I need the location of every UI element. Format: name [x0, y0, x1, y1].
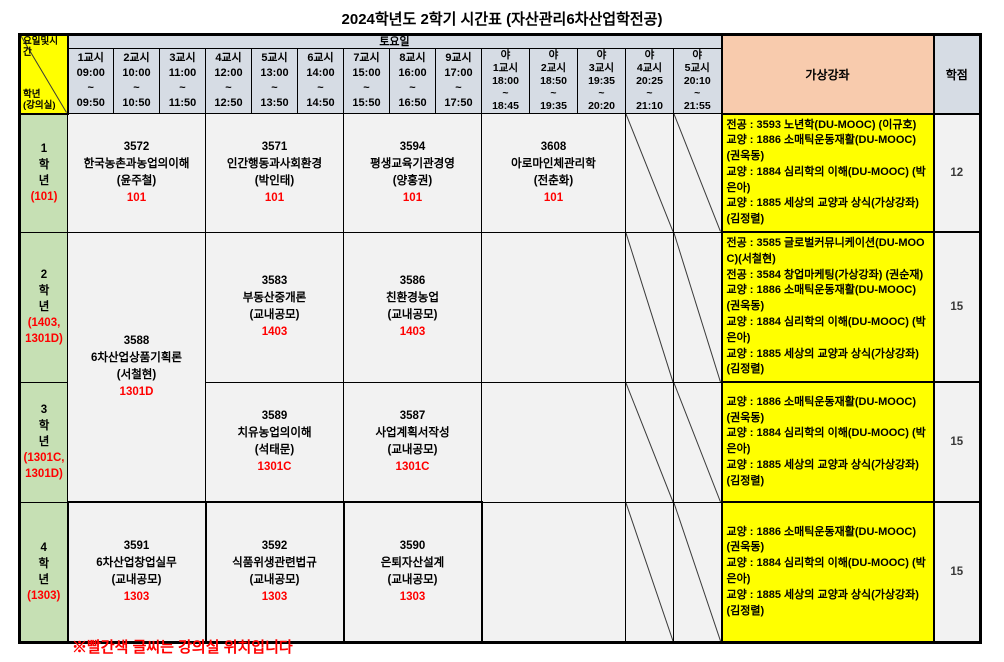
course-cell-3588: 3588 6차산업상품기획론 (서철현) 1301D — [67, 231, 206, 503]
corner-diagonal-line — [21, 36, 67, 113]
virtual-courses-cell-4: 교양 : 1886 소매틱운동재활(DU-MOOC) (권욱동) 교양 : 18… — [720, 501, 935, 644]
diagonal-cell — [625, 381, 674, 503]
corner-label-day-time: 요일및시간 — [23, 36, 58, 58]
day-period-header-2: 2교시 10:00 ~10:50 — [113, 48, 160, 114]
diagonal-line — [626, 233, 673, 382]
day-period-header-8: 8교시 16:00 ~16:50 — [389, 48, 436, 114]
day-period-header-3: 3교시 11:00 ~11:50 — [159, 48, 206, 114]
day-period-header-4: 4교시 12:00 ~12:50 — [205, 48, 252, 114]
virtual-courses-cell-3: 교양 : 1886 소매틱운동재활(DU-MOOC) (권욱동) 교양 : 18… — [720, 381, 935, 504]
course-cell-3589: 3589 치유농업의이해 (석태문) 1301C — [205, 381, 344, 503]
diagonal-line — [674, 383, 721, 502]
virtual-courses-cell-1: 전공 : 3593 노년학(DU-MOOC) (이규호) 교양 : 1886 소… — [720, 112, 935, 234]
day-period-header-9: 9교시 17:00 ~17:50 — [435, 48, 482, 114]
empty-night-cell — [481, 381, 626, 503]
diagonal-line — [674, 114, 721, 232]
course-cell-3583: 3583 부동산중개론 (교내공모) 1403 — [205, 231, 344, 383]
credits-cell-1: 12 — [932, 112, 982, 234]
saturday-header: 토요일 — [67, 34, 722, 49]
night-period-header-4: 야 4교시 20:25 ~21:10 — [625, 48, 674, 114]
diagonal-cell — [625, 113, 674, 233]
grade-cell-2: 2 학 년 (1403, 1301D) — [19, 231, 68, 383]
course-cell-3586: 3586 친환경농업 (교내공모) 1403 — [343, 231, 482, 383]
diagonal-line — [674, 503, 721, 641]
credits-cell-3: 15 — [932, 381, 982, 504]
grade-cell-3: 3 학 년 (1301C, 1301D) — [19, 381, 68, 503]
credits-header: 학점 — [932, 33, 982, 115]
virtual-courses-header: 가상강좌 — [720, 33, 935, 115]
diagonal-line — [626, 503, 673, 641]
red-text-footnote: ※빨간색 글씨는 강의실 위치입니다 — [72, 639, 293, 656]
course-cell-3572: 3572 한국농촌과농업의이해 (윤주철) 101 — [67, 113, 206, 233]
corner-cell: 요일및시간 학년 (강의실) — [18, 33, 69, 115]
diagonal-cell — [625, 231, 674, 383]
virtual-courses-cell-2: 전공 : 3585 글로벌커뮤니케이션(DU-MOOC)(서철현) 전공 : 3… — [720, 231, 935, 384]
corner-label-grade: 학년 (강의실) — [23, 89, 56, 111]
diagonal-cell — [673, 501, 722, 643]
day-period-header-7: 7교시 15:00 ~15:50 — [343, 48, 390, 114]
course-cell-3591: 3591 6차산업창업실무 (교내공모) 1303 — [66, 501, 207, 644]
night-period-header-3: 야 3교시 19:35 ~20:20 — [577, 48, 626, 114]
diagonal-line — [626, 114, 673, 232]
diagonal-cell — [625, 501, 674, 643]
timetable: 요일및시간 학년 (강의실) 토요일 가상강좌 학점 1교시 09:00 ~09:5… — [18, 33, 982, 644]
night-period-header-5: 야 5교시 20:10 ~21:55 — [673, 48, 722, 114]
credits-cell-4: 15 — [932, 501, 982, 644]
page-title: 2024학년도 2학기 시간표 (자산관리6차산업학전공) — [341, 11, 663, 28]
diagonal-line — [626, 383, 673, 502]
diagonal-cell — [673, 113, 722, 233]
diagonal-line — [674, 233, 721, 382]
day-period-header-6: 6교시 14:00 ~14:50 — [297, 48, 344, 114]
day-period-header-5: 5교시 13:00 ~13:50 — [251, 48, 298, 114]
course-cell-3594: 3594 평생교육기관경영 (양홍권) 101 — [343, 113, 482, 233]
grade-cell-1: 1 학 년 (101) — [19, 113, 68, 233]
course-cell-3587: 3587 사업계획서작성 (교내공모) 1301C — [343, 381, 482, 503]
credits-cell-2: 15 — [932, 231, 982, 384]
course-cell-3571: 3571 인간행동과사회환경 (박인태) 101 — [205, 113, 344, 233]
course-cell-3590: 3590 은퇴자산설계 (교내공모) 1303 — [342, 501, 483, 644]
course-cell-3592: 3592 식품위생관련법규 (교내공모) 1303 — [204, 501, 345, 644]
night-period-header-2: 야 2교시 18:50 ~19:35 — [529, 48, 578, 114]
empty-night-cell — [481, 501, 626, 643]
empty-night-cell — [481, 231, 626, 383]
course-cell-3608: 3608 아로마인체관리학 (전춘화) 101 — [481, 113, 626, 233]
diagonal-cell — [673, 231, 722, 383]
diagonal-cell — [673, 381, 722, 503]
grade-cell-4: 4 학 년 (1303) — [19, 501, 68, 643]
night-period-header-1: 야 1교시 18:00 ~18:45 — [481, 48, 530, 114]
day-period-header-1: 1교시 09:00 ~09:50 — [67, 48, 114, 114]
